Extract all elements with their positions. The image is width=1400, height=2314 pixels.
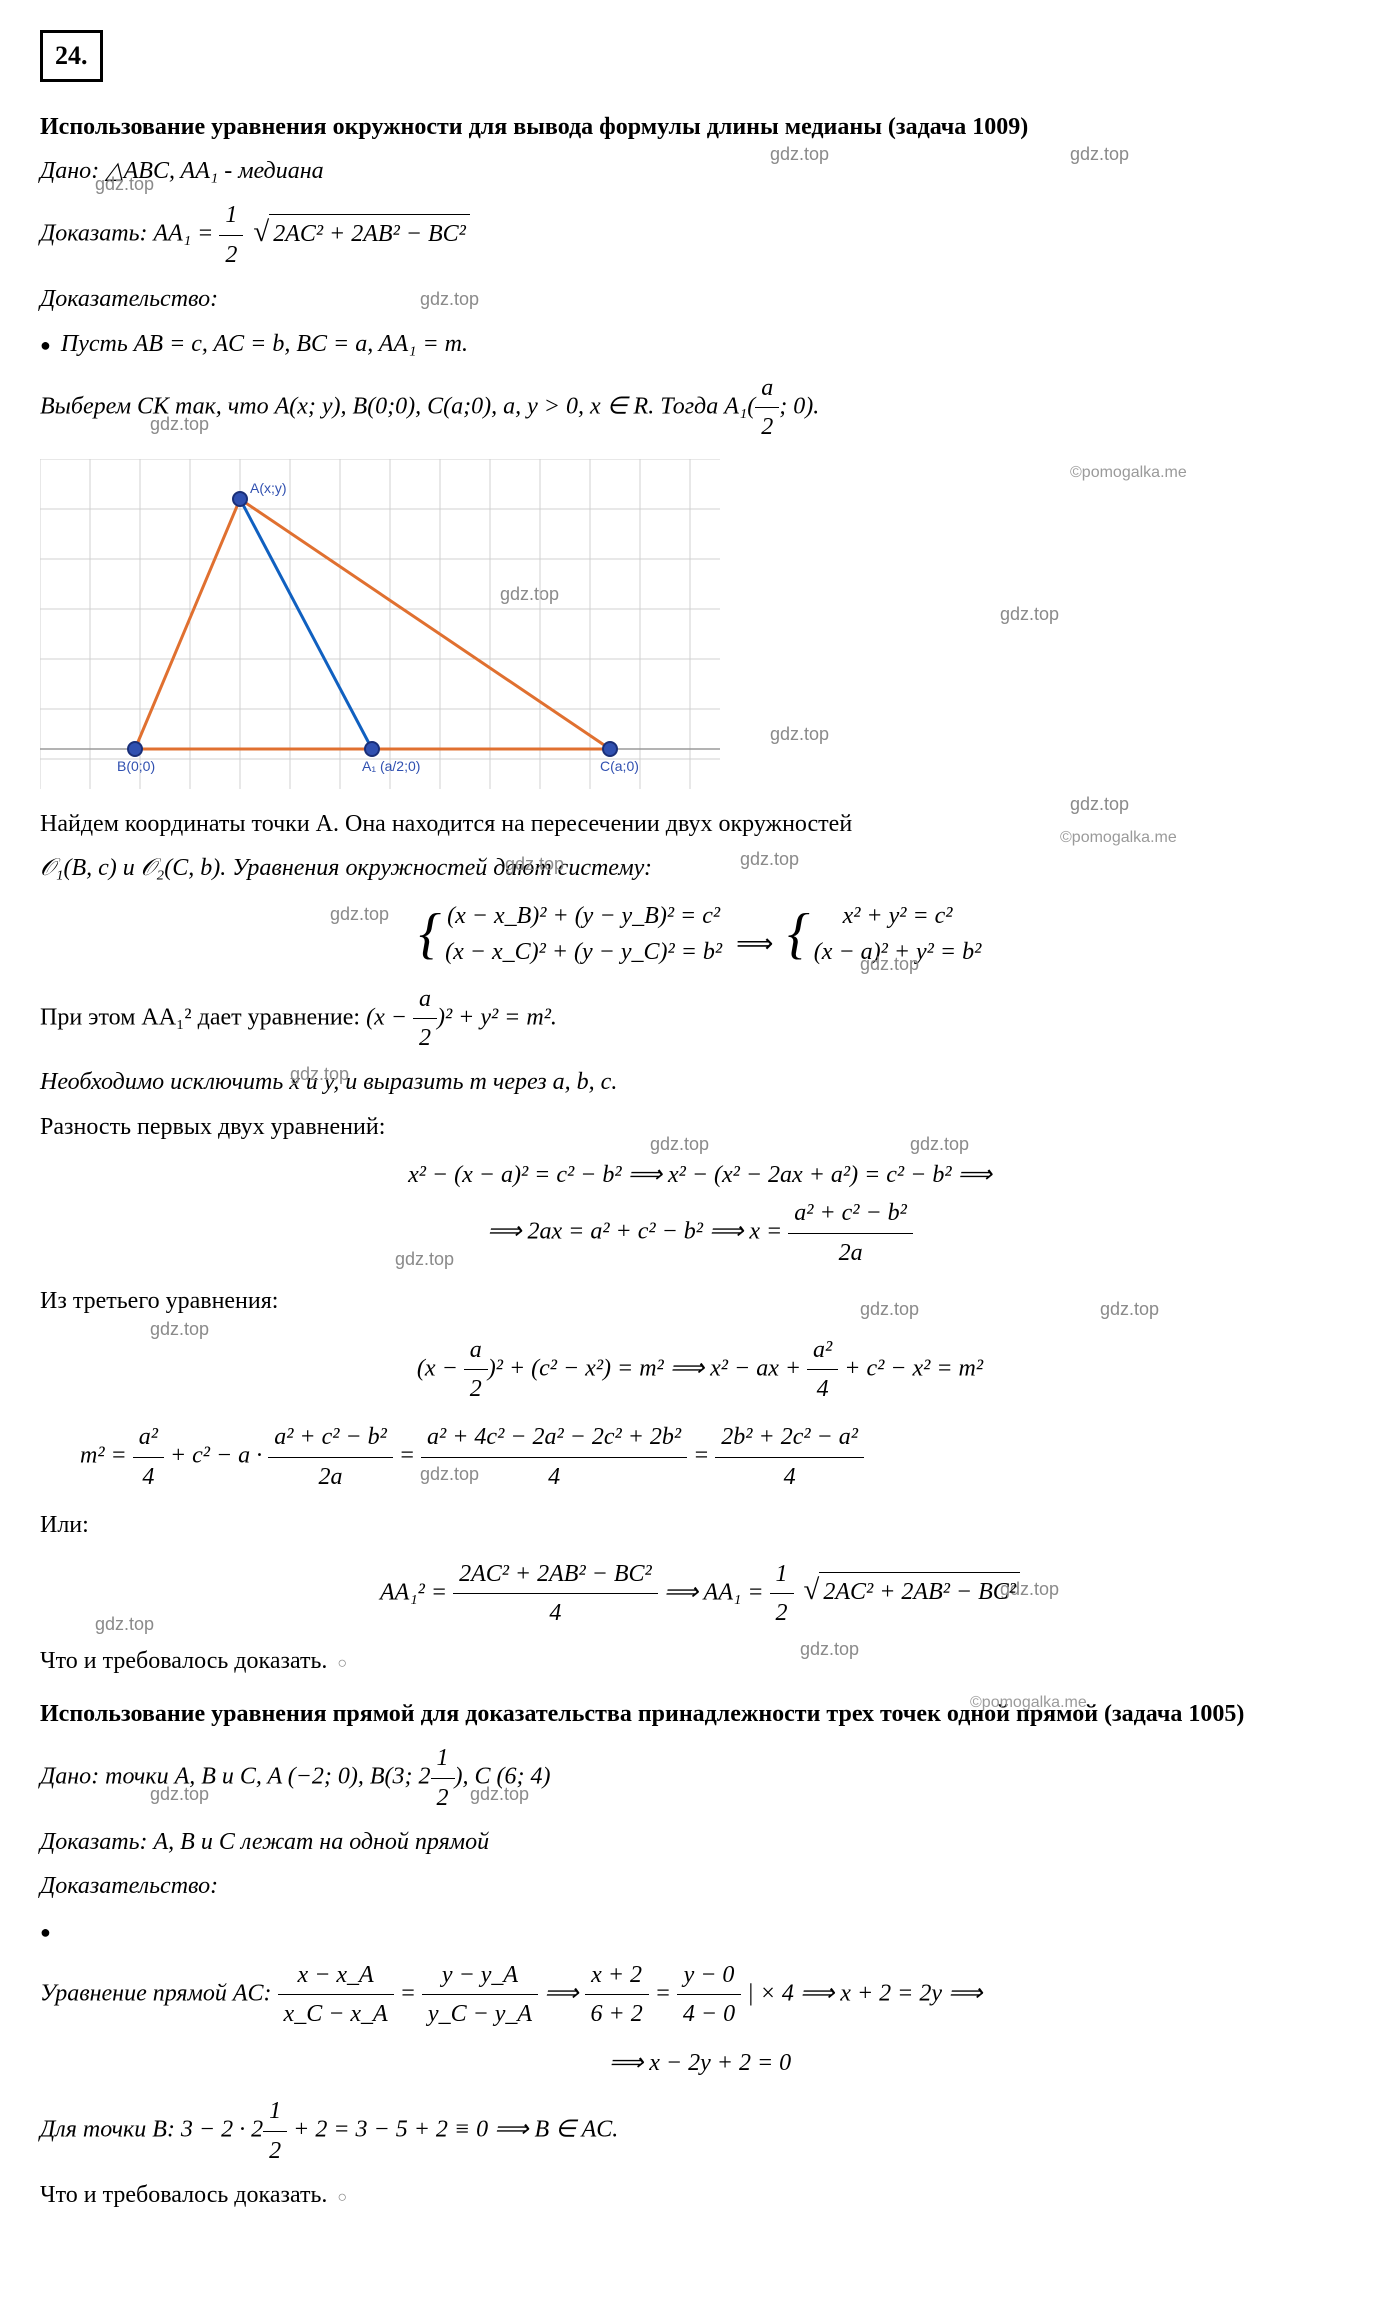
watermark: gdz.top [505, 850, 564, 879]
watermark: gdz.top [800, 1635, 859, 1664]
watermark: gdz.top [1100, 1295, 1159, 1324]
watermark: gdz.top [420, 1460, 479, 1489]
watermark: gdz.top [95, 170, 154, 199]
coord-line: Выберем СК так, что A(x; y), B(0;0), C(a… [40, 369, 1360, 447]
third-eq: (x − a2)² + (c² − x²) = m² ⟹ x² − ax + a… [40, 1331, 1360, 1409]
diff-eq: x² − (x − a)² = c² − b² ⟹ x² − (x² − 2ax… [40, 1156, 1360, 1272]
system-eq: { (x − x_B)² + (y − y_B)² = c² (x − x_C)… [40, 898, 1360, 970]
watermark: gdz.top [150, 1315, 209, 1344]
final-eq: AA₁² = 2AC² + 2AB² − BC²4 ⟹ AA₁ = 12 2AC… [40, 1555, 1360, 1633]
circles-line: 𝒪₁(B, c) и 𝒪₂(C, b). Уравнения окружност… [40, 849, 1360, 887]
exclude-text: Необходимо исключить x и y, и выразить m… [40, 1063, 1360, 1101]
let-line: Пусть AB = c, AC = b, BC = a, AA₁ = m. [40, 325, 1360, 363]
given-line: Дано: △ABC, AA₁ - медиана [40, 152, 1360, 190]
watermark: gdz.top [420, 285, 479, 314]
given-label: Дано [40, 158, 91, 184]
watermark-pomogalka: ©pomogalka.me [970, 1690, 1087, 1716]
watermark: gdz.top [740, 845, 799, 874]
svg-text:A₁ (a/2;0): A₁ (a/2;0) [362, 758, 420, 774]
m2-eq: m² = a²4 + c² − a · a² + c² − b²2a = a² … [40, 1418, 1360, 1496]
watermark: gdz.top [860, 950, 919, 979]
watermark: gdz.top [1070, 140, 1129, 169]
svg-text:B(0;0): B(0;0) [117, 758, 155, 774]
line-eq: Уравнение прямой AC: x − x_Ax_C − x_A = … [40, 1956, 1360, 2034]
watermark: gdz.top [470, 1780, 529, 1809]
svg-text:C(a;0): C(a;0) [600, 758, 639, 774]
watermark-pomogalka: ©pomogalka.me [1070, 460, 1187, 486]
point-B-check: Для точки B: 3 − 2 · 212 + 2 = 3 − 5 + 2… [40, 2092, 1360, 2170]
prove2: Доказать: A, B и C лежат на одной прямой [40, 1823, 1360, 1861]
watermark: gdz.top [290, 1060, 349, 1089]
watermark: gdz.top [1070, 790, 1129, 819]
prove-sqrt: 2AC² + 2AB² − BC² [269, 214, 470, 253]
problem-number: 24. [40, 30, 103, 82]
proof-label: Доказательство: [40, 280, 1360, 318]
watermark: gdz.top [150, 1780, 209, 1809]
watermark-pomogalka: ©pomogalka.me [1060, 825, 1177, 851]
task2-title: Использование уравнения прямой для доказ… [40, 1695, 1360, 1733]
watermark: gdz.top [330, 900, 389, 929]
watermark: gdz.top [770, 720, 829, 749]
triangle-figure: A(x;y) B(0;0) C(a;0) A₁ (a/2;0) [40, 459, 720, 789]
watermark: gdz.top [860, 1295, 919, 1324]
watermark: gdz.top [770, 140, 829, 169]
watermark: gdz.top [650, 1130, 709, 1159]
task1-title: Использование уравнения окружности для в… [40, 108, 1360, 146]
given2: Дано: точки A, B и C, A (−2; 0), B(3; 21… [40, 1739, 1360, 1817]
third-eq-text: Из третьего уравнения: [40, 1282, 1360, 1320]
line-result: ⟹ x − 2y + 2 = 0 [40, 2044, 1360, 2082]
watermark: gdz.top [910, 1130, 969, 1159]
prove-line: Доказать: AA₁ = 12 2AC² + 2AB² − BC² [40, 196, 1360, 274]
aa1-eq: При этом AA₁² дает уравнение: (x − a2)² … [40, 980, 1360, 1058]
svg-text:A(x;y): A(x;y) [250, 480, 287, 496]
prove-label: Доказать [40, 221, 140, 247]
bullet2 [40, 1912, 1360, 1950]
prove-prefix: : AA₁ = [140, 221, 220, 247]
watermark: gdz.top [150, 410, 209, 439]
qed1: Что и требовалось доказать. [40, 1642, 1360, 1680]
watermark: gdz.top [95, 1610, 154, 1639]
watermark: gdz.top [395, 1245, 454, 1274]
qed2: Что и требовалось доказать. [40, 2176, 1360, 2214]
watermark: gdz.top [1000, 600, 1059, 629]
or-text: Или: [40, 1506, 1360, 1544]
proof2-label: Доказательство: [40, 1867, 1360, 1905]
